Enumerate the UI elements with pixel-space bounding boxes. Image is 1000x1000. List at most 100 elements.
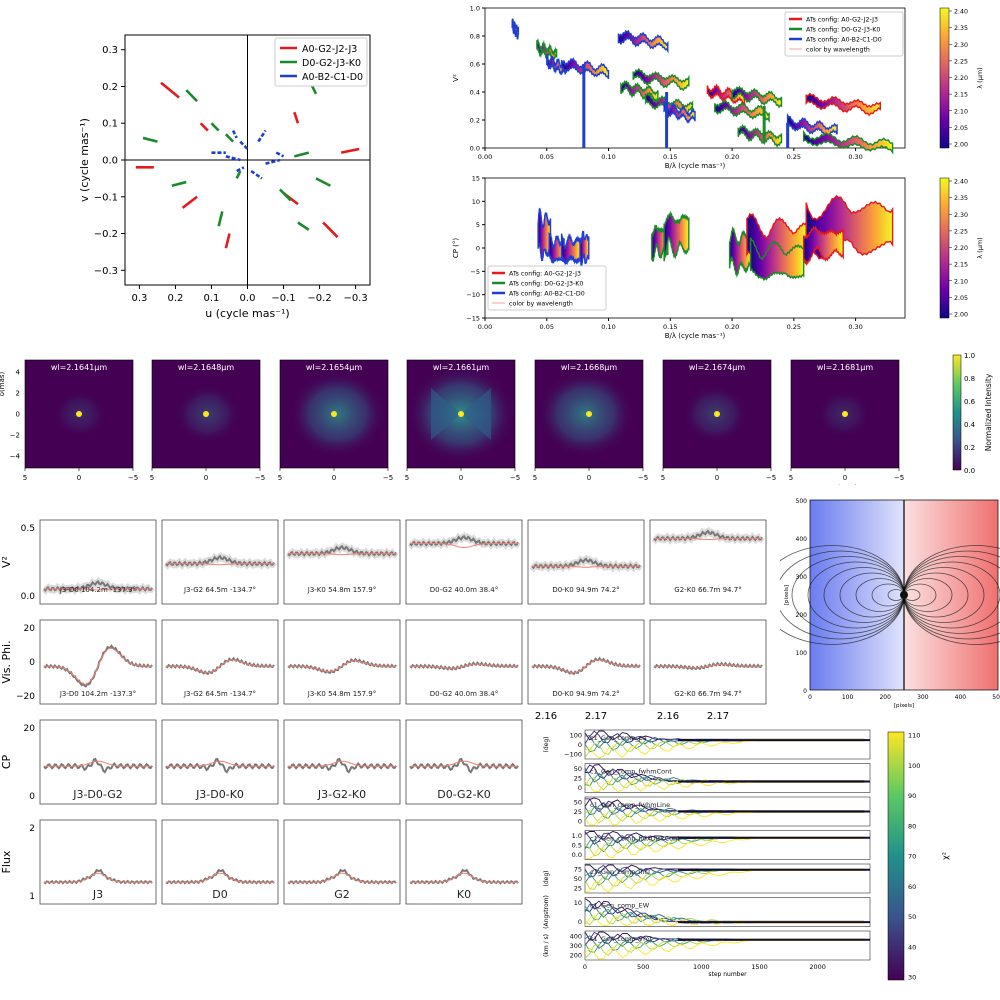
data-band xyxy=(737,124,783,148)
grid-panel-label: J3-D0-G2 xyxy=(72,788,123,801)
legend-label: ATs config: D0-G2-J3-K0 xyxy=(509,281,583,288)
grid-panel-label: D0-G2 40.0m 38.4° xyxy=(430,690,498,698)
intensity-halo xyxy=(537,370,634,458)
ytick-label: 0.8 xyxy=(470,33,480,41)
intensity-xtick-label: 0 xyxy=(715,474,719,482)
uv-legend-label: A0-G2-J2-J3 xyxy=(302,44,357,55)
intensity-star xyxy=(458,411,464,417)
grid-model-line xyxy=(410,760,518,767)
intensity-colorbar-label: Normalized Intensity xyxy=(984,373,993,451)
mcmc-ytick: 50 xyxy=(574,799,582,807)
grid-panel xyxy=(649,619,767,705)
intensity-xtick-label: 5 xyxy=(533,474,537,482)
colorbar-tick-label: 2.05 xyxy=(954,125,968,132)
uv-ytick-label: 0.0 xyxy=(102,156,118,167)
ytick-label: 10 xyxy=(472,198,480,206)
grid-wave-tick: 2.16 xyxy=(535,711,557,722)
intensity-colorbar-tick: 0.8 xyxy=(964,375,975,383)
xtick-label: 0.15 xyxy=(663,323,677,331)
ylabel: CP (°) xyxy=(452,238,460,259)
vm-xtick: 300 xyxy=(917,694,929,701)
grid-ytick-label: −20 xyxy=(16,692,35,702)
ytick-label: 0.2 xyxy=(470,117,480,125)
vm-xtick: 200 xyxy=(879,694,891,701)
grid-panel xyxy=(405,719,523,805)
grid-panel xyxy=(161,719,279,805)
uv-baseline-mark xyxy=(231,130,238,139)
uv-baseline-mark xyxy=(225,155,241,162)
uv-baseline-mark xyxy=(224,133,235,143)
vm-ytick: 300 xyxy=(796,574,808,581)
uv-ytick-label: 0.2 xyxy=(102,82,118,93)
colorbar-tick-label: 2.15 xyxy=(954,262,968,269)
data-band xyxy=(546,53,566,76)
grid-model-line xyxy=(410,543,518,548)
legend-box xyxy=(487,265,607,311)
velocity-map: 0 100 200 300 400 500 500 400 300 200 100 0 [pixels]… xyxy=(780,498,1000,709)
mcmc-panel-label: c1_Gen_comp_incl xyxy=(590,868,650,876)
xlabel: B/λ (cycle mas⁻¹) xyxy=(665,162,726,170)
colorbar-tick-label: 2.10 xyxy=(954,108,968,115)
grid-panel xyxy=(161,819,279,905)
grid-panel-label: D0 xyxy=(212,888,227,901)
colorbar-tick-label: 2.05 xyxy=(954,295,968,302)
xtick-label: 0.05 xyxy=(540,153,554,161)
ylabel: V² xyxy=(452,74,460,82)
mcmc-ytick: 25 xyxy=(574,808,582,816)
data-band xyxy=(632,67,690,92)
mcmc-panel-label: c1_Gen_comp_Vrot xyxy=(590,935,653,943)
grid-ytick-label: 1 xyxy=(29,892,35,902)
grid-model-line xyxy=(166,872,274,883)
legend-label: ATs config: A0-B2-C1-D0 xyxy=(806,37,882,44)
grid-panel-label: J3-D0 104.2m -137.3° xyxy=(59,690,136,698)
grid-row-label: Flux xyxy=(0,850,13,873)
uv-ytick-label: 0.1 xyxy=(102,119,118,130)
grid-panel xyxy=(405,619,523,705)
data-band xyxy=(663,100,696,124)
intensity-panel-title: wl=2.1661µm xyxy=(433,363,490,372)
v2-dip xyxy=(582,64,586,148)
intensity-xtick-label: 0 xyxy=(332,474,336,482)
uv-xtick-label: −0.2 xyxy=(307,293,331,304)
intensity-xtick-label: 0 xyxy=(77,474,81,482)
mcmc-chains: c1_Gen_comp_pa1000−100(deg)c1_Gen_comp_f… xyxy=(543,729,950,982)
grid-model-line xyxy=(288,553,396,556)
mcmc-xlabel: step number xyxy=(708,971,747,978)
data-band xyxy=(805,92,881,117)
mcmc-colorbar-tick: 110 xyxy=(908,732,920,740)
intensity-maps: wl=2.1641µm 5 0 −5 wl=2.1648µm 5 0 −5 wl=2.1654µ… xyxy=(0,352,993,485)
colorbar-tick-label: 2.25 xyxy=(954,58,968,65)
mcmc-ytick: 0 xyxy=(578,741,582,749)
vm-frame xyxy=(809,499,999,691)
grid-panel-label: J3-G2 64.5m -134.7° xyxy=(183,586,256,594)
data-band xyxy=(786,112,838,139)
xtick-label: 0.30 xyxy=(848,153,862,161)
xtick-label: 0.10 xyxy=(601,153,615,161)
grid-panel xyxy=(283,619,401,705)
mcmc-colorbar-tick: 30 xyxy=(908,974,916,982)
mcmc-ytick: 300 xyxy=(570,942,582,950)
grid-wave-tick: 2.17 xyxy=(707,711,729,722)
uv-baseline-mark xyxy=(294,151,310,158)
intensity-panel-title: wl=2.1648µm xyxy=(178,363,235,372)
ytick-label: 15 xyxy=(472,175,480,183)
uv-baseline-mark xyxy=(297,221,310,231)
grid-panel-label: J3-G2-K0 xyxy=(317,788,366,801)
grid-model-line xyxy=(44,872,152,883)
uv-xtick-label: −0.3 xyxy=(343,293,367,304)
mcmc-ytick: 25 xyxy=(574,775,582,783)
vm-xtick: 400 xyxy=(955,694,967,701)
data-band xyxy=(731,85,783,109)
grid-model-line xyxy=(410,663,518,669)
mcmc-xtick: 2000 xyxy=(809,963,826,971)
mcmc-ytick: 0.5 xyxy=(572,842,582,850)
intensity-ytick-label: −2 xyxy=(10,432,20,440)
ytick-label: −10 xyxy=(466,291,480,299)
mcmc-ylabel: (km / s) xyxy=(543,934,550,957)
ytick-label: −5 xyxy=(470,268,480,276)
grid-panel-label: G2-K0 66.7m 94.7° xyxy=(674,690,741,698)
grid-panel xyxy=(527,619,645,705)
intensity-xtick-label: 5 xyxy=(23,474,27,482)
vm-xtick: 100 xyxy=(842,694,854,701)
intensity-ylabel: δ(mas) xyxy=(0,371,6,396)
